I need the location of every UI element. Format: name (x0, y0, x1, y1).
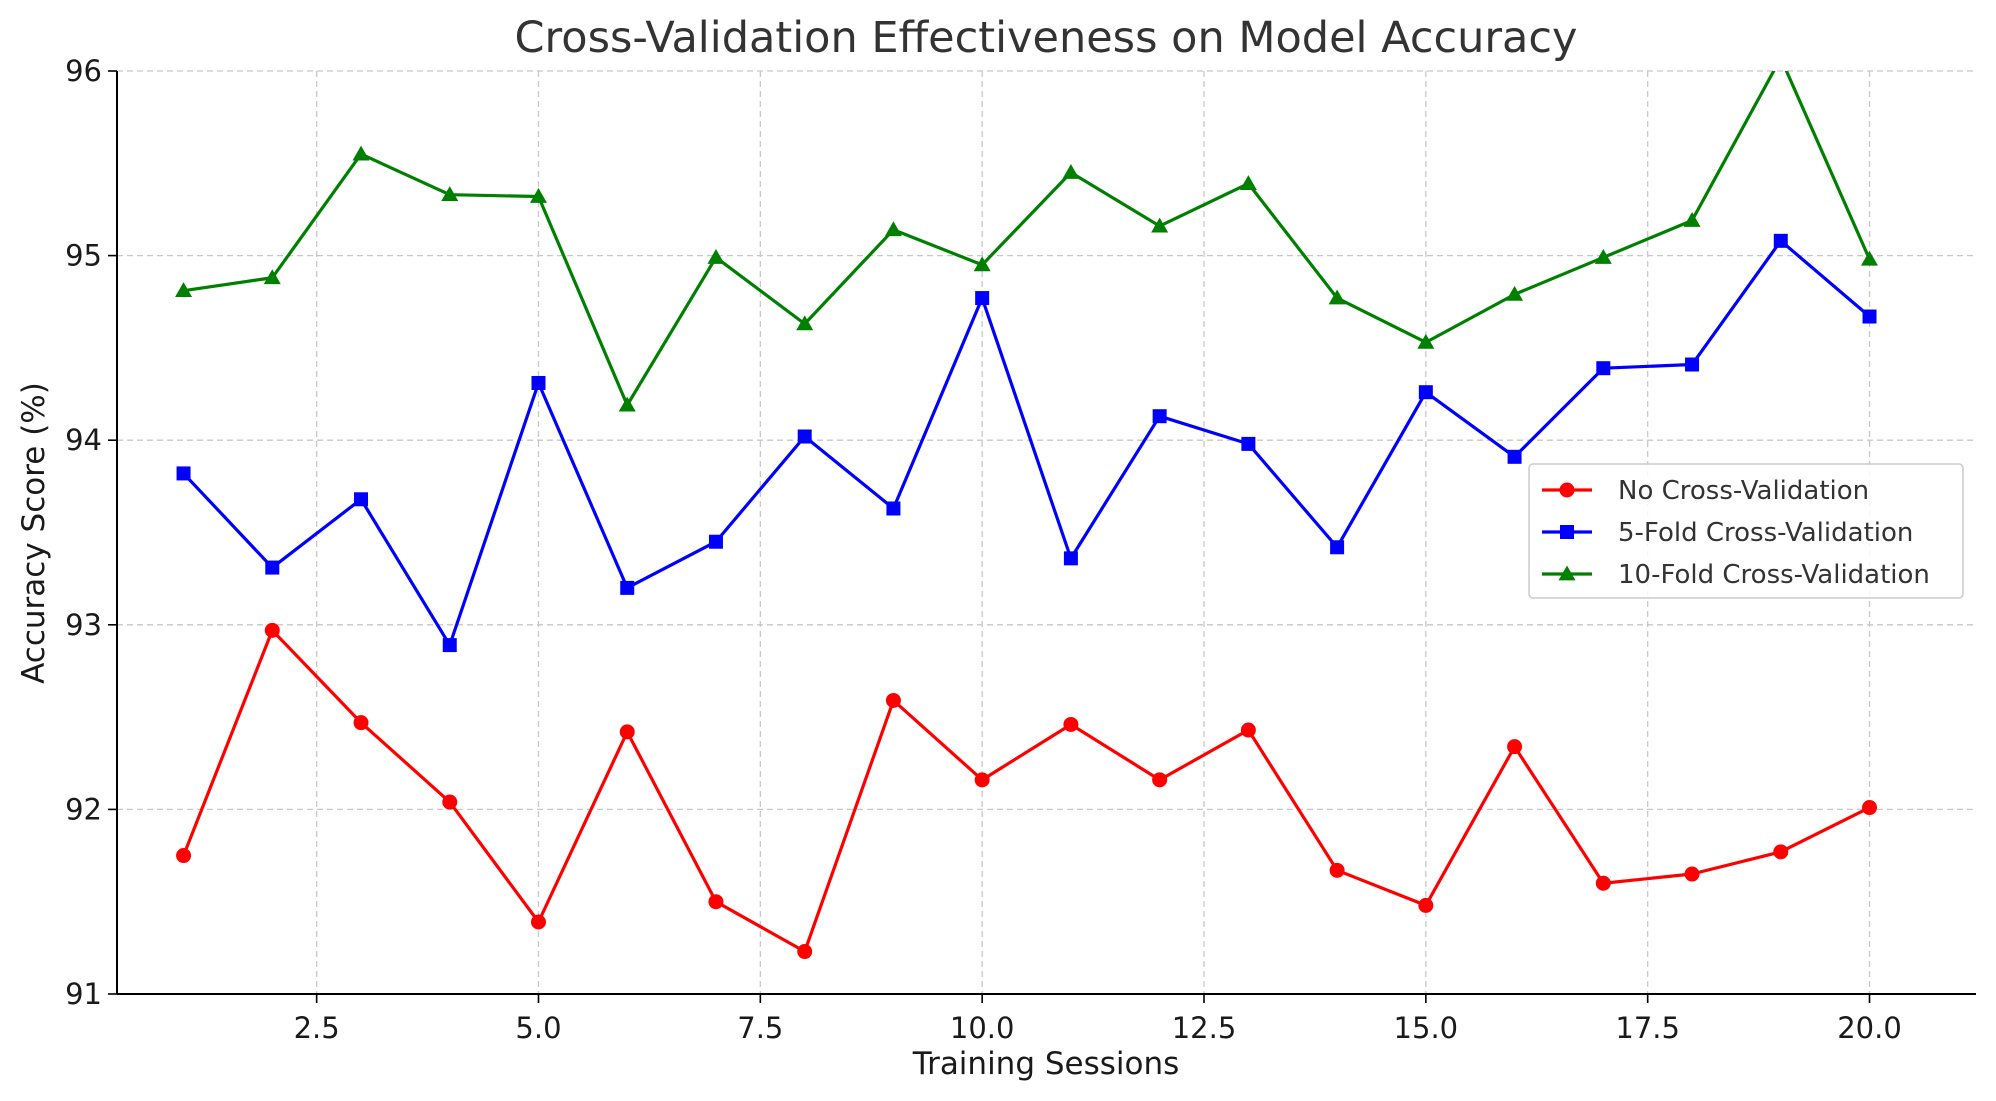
data-point (531, 375, 546, 390)
data-point (1329, 862, 1345, 878)
data-point (1861, 250, 1879, 266)
series-0 (176, 622, 1878, 960)
data-point (529, 188, 547, 203)
x-tick-label: 17.5 (1615, 1011, 1680, 1045)
data-point (1152, 409, 1167, 424)
data-point (1685, 357, 1700, 372)
data-point (1862, 800, 1878, 816)
y-tick-label: 96 (65, 54, 102, 88)
data-point (884, 221, 902, 237)
legend-label: 10-Fold Cross-Validation (1618, 560, 1930, 590)
data-point (354, 492, 369, 507)
data-point (1773, 844, 1789, 860)
data-point (176, 466, 191, 481)
data-point (707, 248, 725, 264)
data-point (265, 560, 280, 575)
y-tick-label: 94 (65, 423, 102, 457)
x-tick-label: 10.0 (950, 1011, 1015, 1045)
y-tick-label: 91 (65, 977, 102, 1011)
y-tick-label: 93 (65, 608, 102, 642)
series-2 (175, 50, 1879, 412)
data-point (1152, 772, 1168, 788)
data-point (620, 580, 635, 595)
data-point (1328, 289, 1346, 305)
data-point (1594, 248, 1612, 264)
data-point (1241, 436, 1256, 451)
x-tick-label: 20.0 (1837, 1011, 1902, 1045)
data-point (1330, 540, 1345, 555)
legend-marker (1559, 482, 1575, 498)
x-tick-label: 7.5 (737, 1011, 783, 1045)
series-line-0 (182, 628, 1871, 954)
legend-label: No Cross-Validation (1618, 476, 1869, 506)
data-point (264, 622, 280, 638)
data-point (1240, 722, 1256, 738)
x-axis-label: Training Sessions (912, 1046, 1180, 1082)
ticks: 2.5 5.0 7.5 10.0 12.5 15.0 17.5 20.0 91 92 93 94 95 9… (65, 54, 1902, 1045)
series-1 (176, 233, 1877, 653)
data-point (1063, 551, 1078, 566)
data-point (176, 848, 192, 864)
axes (116, 71, 1976, 995)
data-point (1773, 233, 1788, 248)
data-point (797, 944, 813, 960)
data-point (708, 894, 724, 910)
series-line-2 (183, 71, 1871, 407)
data-point (886, 501, 901, 516)
data-point (1417, 333, 1435, 349)
data-point (353, 715, 369, 731)
x-tick-label: 2.5 (294, 1011, 340, 1045)
data-point (1862, 309, 1877, 324)
data-point (1683, 212, 1701, 227)
data-point (1596, 361, 1611, 376)
data-point (1063, 716, 1079, 732)
data-point (1595, 875, 1611, 891)
data-point (1507, 739, 1523, 755)
x-tick-label: 15.0 (1394, 1011, 1459, 1045)
data-point (1684, 866, 1700, 882)
data-point (1062, 164, 1080, 179)
data-point (973, 256, 991, 272)
data-point (175, 282, 193, 298)
data-point (442, 794, 458, 810)
x-tick-label: 5.0 (515, 1011, 561, 1045)
data-point (975, 291, 990, 306)
data-point (618, 396, 636, 412)
data-point (619, 724, 635, 740)
data-point (974, 772, 990, 788)
data-point (1507, 449, 1522, 464)
legend-box (1528, 463, 1964, 599)
data-point (885, 692, 901, 708)
data-point (530, 914, 546, 930)
data-point (1772, 50, 1789, 65)
data-point (1151, 217, 1169, 233)
data-point (441, 186, 459, 202)
legend-label: 5-Fold Cross-Validation (1618, 518, 1913, 548)
data-point (797, 429, 812, 444)
legend: No Cross-Validation 5-Fold Cross-Validati… (1528, 463, 1964, 599)
y-axis-label: Accuracy Score (%) (16, 382, 52, 684)
data-point (1239, 175, 1257, 190)
series-group (175, 50, 1879, 960)
legend-marker (1558, 565, 1576, 581)
data-point (796, 315, 814, 331)
chart-title: Cross-Validation Effectiveness on Model … (515, 13, 1578, 63)
data-point (352, 145, 370, 161)
series-line-1 (182, 239, 1871, 647)
data-point (1418, 385, 1433, 400)
x-tick-label: 12.5 (1172, 1011, 1237, 1045)
data-point (442, 638, 457, 653)
y-tick-label: 95 (65, 239, 102, 273)
y-tick-label: 92 (65, 792, 102, 826)
legend-marker (1560, 525, 1574, 539)
data-point (1418, 897, 1434, 913)
data-point (263, 269, 281, 285)
data-point (1506, 285, 1524, 301)
data-point (708, 534, 723, 549)
